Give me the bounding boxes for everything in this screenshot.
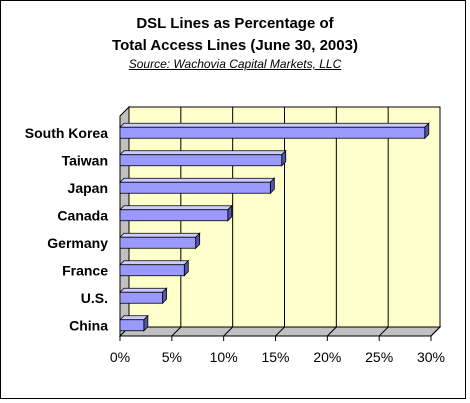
bar-france (119, 264, 185, 277)
bar-top-face (119, 232, 201, 238)
bar-top-face (119, 287, 168, 293)
x-tick-label: 0% (110, 349, 130, 365)
floor-gridline (430, 326, 441, 337)
x-tick-label: 25% (365, 349, 393, 365)
floor-gridline (378, 326, 389, 337)
chart-title-line-2: Total Access Lines (June 30, 2003) (112, 37, 358, 54)
bar-canada (119, 209, 229, 222)
x-tick-label: 20% (313, 349, 341, 365)
bar-taiwan (119, 154, 283, 167)
category-label: Japan (68, 180, 108, 196)
bar-top-face (119, 177, 276, 183)
chart-title-line-1: DSL Lines as Percentage of (136, 15, 334, 32)
floor-gridline (171, 326, 182, 337)
bar-china (119, 319, 145, 332)
bar-u-s (119, 291, 163, 304)
category-label: South Korea (25, 125, 108, 141)
bar-top-face (119, 122, 430, 128)
bar-top-face (119, 150, 287, 156)
x-tick-label: 15% (261, 349, 289, 365)
category-label: Canada (57, 207, 108, 223)
category-label: U.S. (81, 290, 108, 306)
bar-germany (119, 236, 197, 249)
floor-gridline (326, 326, 337, 337)
x-tick-label: 5% (162, 349, 182, 365)
x-tick-label: 10% (210, 349, 238, 365)
category-label: France (62, 262, 108, 278)
category-label: Taiwan (62, 152, 108, 168)
bar-top-face (119, 260, 190, 266)
category-label: Germany (47, 235, 108, 251)
bar-top-face (119, 315, 149, 321)
bar-top-face (119, 205, 233, 211)
bar-south-korea (119, 126, 426, 139)
floor-gridline (223, 326, 234, 337)
x-tick-label: 30% (417, 349, 445, 365)
bar-japan (119, 181, 271, 194)
category-label: China (69, 317, 108, 333)
floor-gridline (275, 326, 285, 337)
chart-subtitle: Source: Wachovia Capital Markets, LLC (128, 57, 342, 71)
